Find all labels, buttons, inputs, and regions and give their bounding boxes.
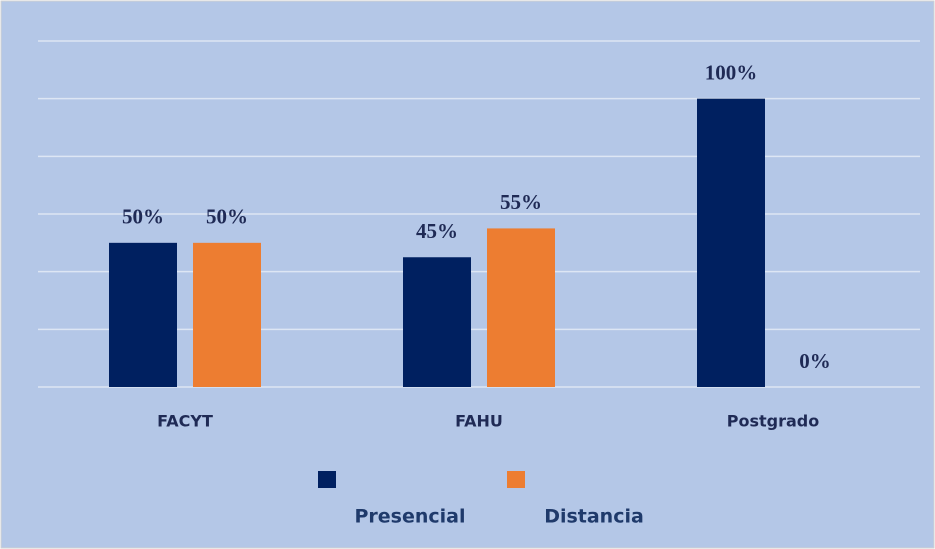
data-label: 0% — [799, 349, 831, 373]
data-label: 55% — [500, 190, 542, 214]
data-label: 45% — [416, 219, 458, 243]
legend-label: Distancia — [544, 506, 644, 528]
data-label: 50% — [122, 205, 164, 229]
x-tick-label: FAHU — [455, 412, 503, 431]
bar — [403, 257, 471, 387]
bar — [487, 228, 555, 387]
bar — [193, 242, 261, 387]
x-tick-label: Postgrado — [727, 412, 819, 431]
data-label: 100% — [705, 60, 758, 84]
legend-swatch — [507, 471, 525, 488]
x-tick-label: FACYT — [157, 412, 213, 431]
bar — [109, 242, 177, 387]
legend-label: Presencial — [354, 506, 465, 528]
bar — [697, 98, 765, 388]
legend-swatch — [318, 471, 336, 488]
data-label: 50% — [206, 205, 248, 229]
